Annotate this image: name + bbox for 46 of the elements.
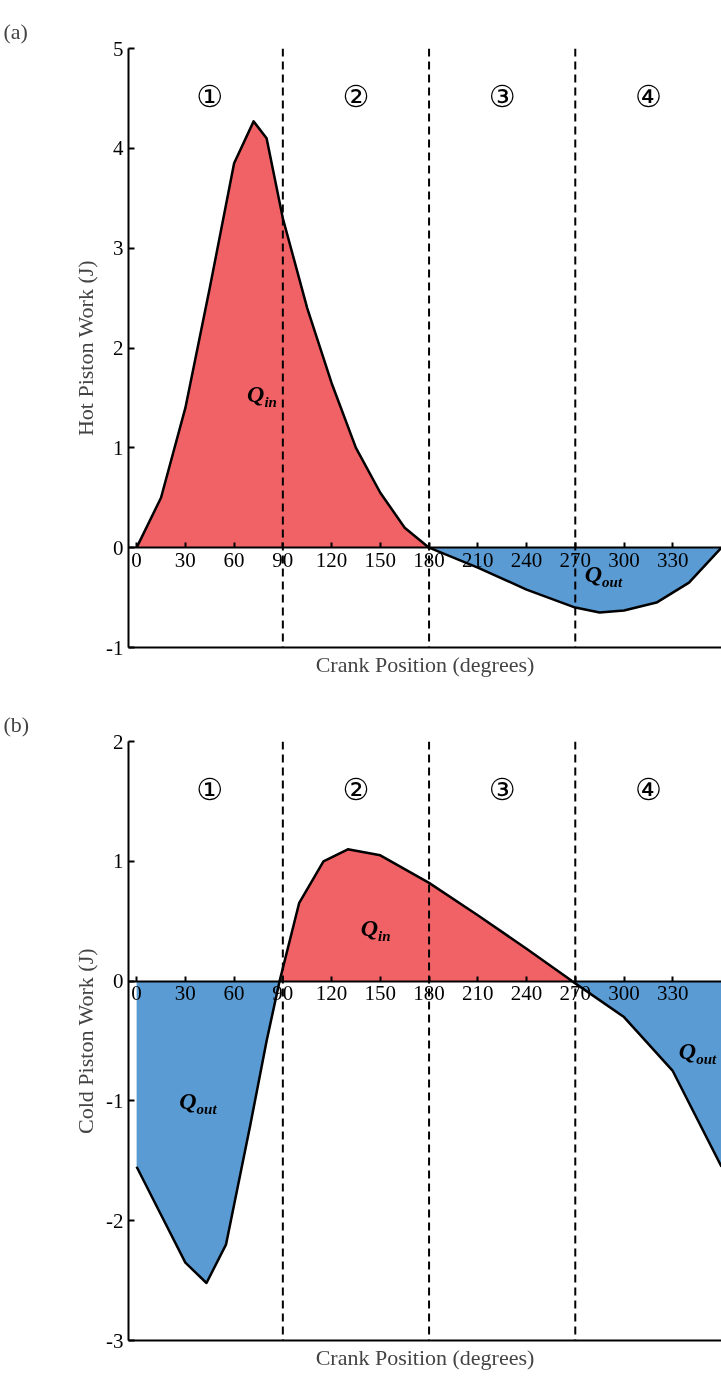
y-tick-label: 1 — [113, 849, 124, 874]
y-tick-label: 4 — [113, 136, 124, 161]
annotation: ③ — [488, 78, 516, 114]
x-tick-label: 210 — [462, 981, 494, 1006]
x-tick-label: 120 — [315, 981, 348, 1006]
annotation: ① — [196, 771, 224, 807]
x-tick-label: 30 — [174, 981, 196, 1006]
chart-title: (a) — [3, 18, 28, 44]
y-tick-label: 2 — [113, 336, 124, 360]
x-tick-label: 30 — [174, 547, 196, 572]
annotation: ② — [342, 771, 370, 807]
y-tick-label: -2 — [106, 1208, 124, 1233]
y-tick-label: 5 — [113, 36, 124, 61]
x-tick-label: 180 — [413, 981, 445, 1006]
y-axis-title: Cold Piston Work (J) — [73, 948, 99, 1134]
y-tick-label: -1 — [106, 1088, 124, 1113]
annotation: ④ — [634, 771, 662, 807]
y-tick-label: 3 — [113, 236, 124, 261]
x-tick-label: 0 — [131, 981, 142, 1006]
x-axis-title: Crank Position (degrees) — [315, 1344, 535, 1370]
x-tick-label: 150 — [364, 547, 397, 572]
x-tick-label: 210 — [462, 547, 494, 572]
x-tick-label: 120 — [315, 547, 348, 572]
x-tick-label: 90 — [272, 547, 294, 572]
annotation: ② — [342, 78, 370, 114]
x-tick-label: 150 — [364, 981, 397, 1006]
x-tick-label: 330 — [657, 547, 689, 572]
annotation: ① — [196, 78, 224, 114]
y-tick-label: -1 — [106, 635, 124, 660]
chart-title: (b) — [3, 711, 30, 737]
x-tick-label: 60 — [223, 547, 245, 572]
x-tick-label: 300 — [608, 981, 640, 1006]
x-tick-label: 240 — [510, 981, 543, 1006]
y-axis-title: Hot Piston Work (J) — [73, 260, 99, 437]
y-tick-label: 1 — [113, 435, 124, 460]
y-tick-label: -3 — [106, 1328, 124, 1353]
x-tick-label: 0 — [131, 547, 142, 572]
x-tick-label: 300 — [608, 547, 640, 572]
annotation: ④ — [634, 78, 662, 114]
y-tick-label: 2 — [113, 729, 124, 754]
x-tick-label: 60 — [223, 981, 245, 1006]
x-tick-label: 330 — [657, 981, 689, 1006]
annotation: ③ — [488, 771, 516, 807]
x-tick-label: 240 — [510, 547, 543, 572]
x-tick-label: 180 — [413, 547, 445, 572]
x-axis-title: Crank Position (degrees) — [315, 651, 535, 677]
